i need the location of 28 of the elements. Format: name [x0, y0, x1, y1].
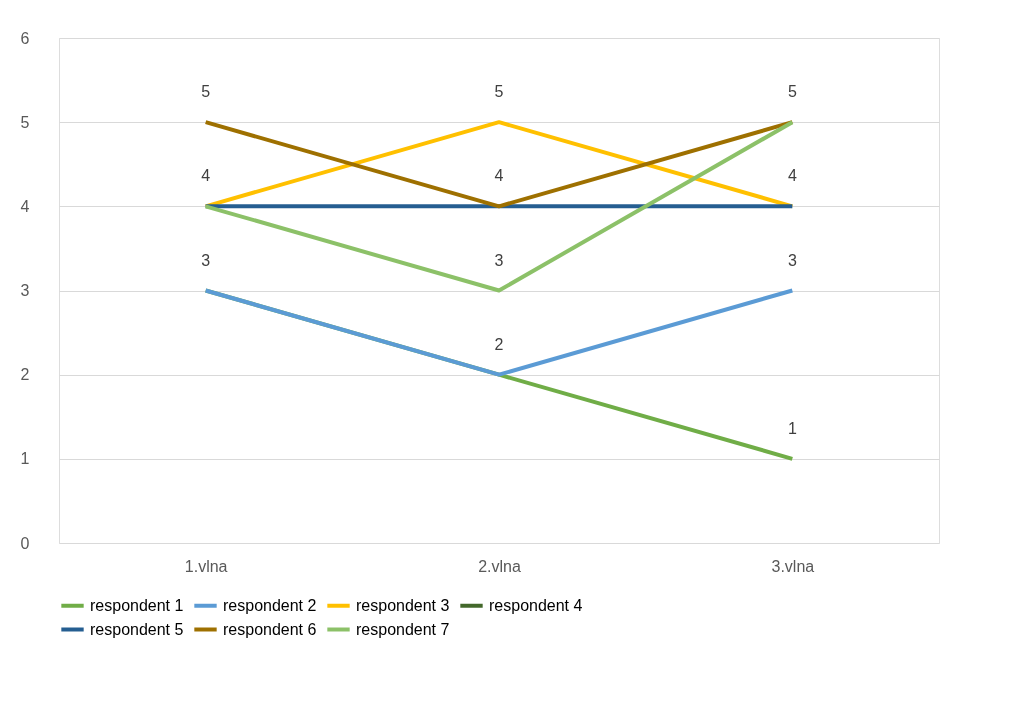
data-label: 3 [201, 251, 211, 269]
legend-label: respondent 6 [223, 620, 317, 638]
y-tick-label: 1 [20, 450, 30, 468]
data-label: 2 [494, 335, 504, 353]
y-tick-label: 6 [20, 29, 30, 47]
legend-label: respondent 1 [90, 596, 184, 614]
data-label: 1 [787, 419, 797, 437]
data-label: 5 [787, 83, 797, 101]
legend-label: respondent 4 [489, 596, 583, 614]
data-label: 3 [787, 251, 797, 269]
y-tick-label: 0 [20, 534, 30, 552]
y-tick-label: 3 [20, 282, 30, 299]
data-label: 4 [494, 167, 504, 185]
data-label: 3 [494, 251, 504, 269]
legend-label: respondent 7 [356, 620, 450, 638]
data-label: 5 [201, 83, 211, 101]
x-tick-label: 1.vlna [184, 557, 228, 575]
data-label: 4 [787, 167, 797, 185]
data-label: 4 [201, 167, 211, 185]
legend-label: respondent 5 [90, 620, 184, 638]
x-tick-label: 3.vlna [771, 557, 815, 575]
y-tick-label: 4 [20, 197, 30, 215]
x-tick-label: 2.vlna [478, 557, 521, 575]
y-tick-label: 2 [20, 366, 30, 384]
y-tick-label: 5 [20, 113, 30, 131]
data-label: 5 [494, 83, 504, 101]
legend-label: respondent 3 [356, 596, 450, 614]
legend-label: respondent 2 [223, 596, 317, 614]
